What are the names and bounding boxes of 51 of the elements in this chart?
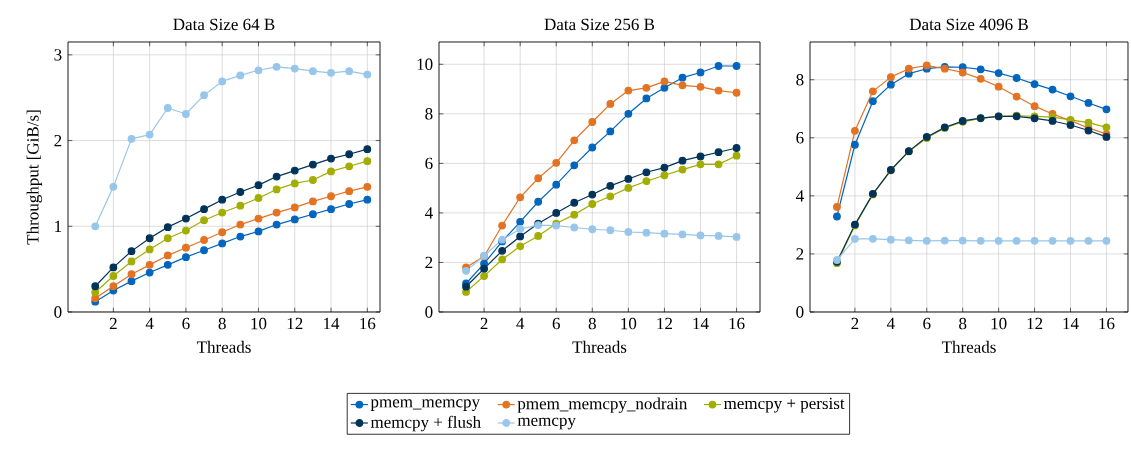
chart-title: Data Size 4096 B [909, 18, 1028, 31]
x-tick-label: 16 [1099, 317, 1115, 330]
x-tick-label: 16 [729, 317, 745, 330]
y-tick-label: 6 [425, 157, 433, 170]
legend-label: memcpy + persist [723, 397, 845, 413]
x-tick-label: 4 [886, 317, 895, 330]
chart-title: Data Size 64 B [173, 18, 275, 31]
x-tick-label: 10 [991, 317, 1007, 330]
x-tick-label: 8 [218, 317, 226, 330]
y-tick-label: 2 [54, 134, 62, 147]
chart-title: Data Size 256 B [544, 18, 655, 31]
x-axis-title: Threads [196, 340, 251, 353]
y-axis-title: Throughput [GiB/s] [26, 110, 43, 245]
x-axis-title: Threads [572, 340, 627, 353]
y-tick-label: 4 [424, 207, 433, 219]
x-tick-label: 10 [621, 317, 637, 330]
x-tick-label: 16 [360, 317, 376, 330]
y-tick-label: 1 [55, 220, 62, 232]
x-tick-label: 8 [588, 317, 596, 330]
y-tick-label: 2 [796, 248, 804, 260]
y-tick-label: 0 [796, 306, 804, 318]
x-tick-label: 12 [1027, 317, 1043, 330]
x-tick-label: 14 [693, 317, 709, 330]
x-tick-label: 4 [516, 317, 525, 330]
y-tick-label: 0 [425, 306, 433, 318]
x-tick-label: 2 [109, 317, 117, 330]
x-tick-label: 14 [1063, 317, 1079, 330]
y-tick-label: 0 [54, 306, 62, 318]
x-tick-label: 6 [552, 317, 560, 330]
y-tick-label: 8 [796, 74, 804, 86]
x-tick-label: 4 [145, 317, 154, 330]
x-tick-label: 14 [324, 317, 340, 330]
y-tick-label: 6 [796, 132, 804, 144]
x-tick-label: 12 [657, 317, 672, 330]
y-tick-label: 10 [417, 58, 433, 71]
x-tick-label: 2 [851, 317, 859, 330]
y-tick-label: 4 [795, 190, 804, 202]
x-axis-title: Threads [941, 340, 996, 353]
legend-label: pmem_memcpy_nodrain [517, 397, 688, 413]
x-tick-label: 12 [287, 317, 303, 330]
legend-label: memcpy + flush [370, 415, 481, 432]
legend-label: memcpy [517, 417, 576, 430]
x-tick-label: 2 [480, 317, 488, 330]
x-tick-label: 6 [182, 317, 190, 330]
x-tick-label: 10 [251, 317, 267, 330]
x-tick-label: 8 [959, 317, 967, 330]
y-tick-label: 3 [54, 49, 62, 61]
y-tick-label: 8 [425, 108, 433, 120]
x-tick-label: 6 [923, 317, 931, 330]
y-tick-label: 2 [425, 256, 433, 269]
legend-label: pmem_memcpy [370, 399, 480, 411]
